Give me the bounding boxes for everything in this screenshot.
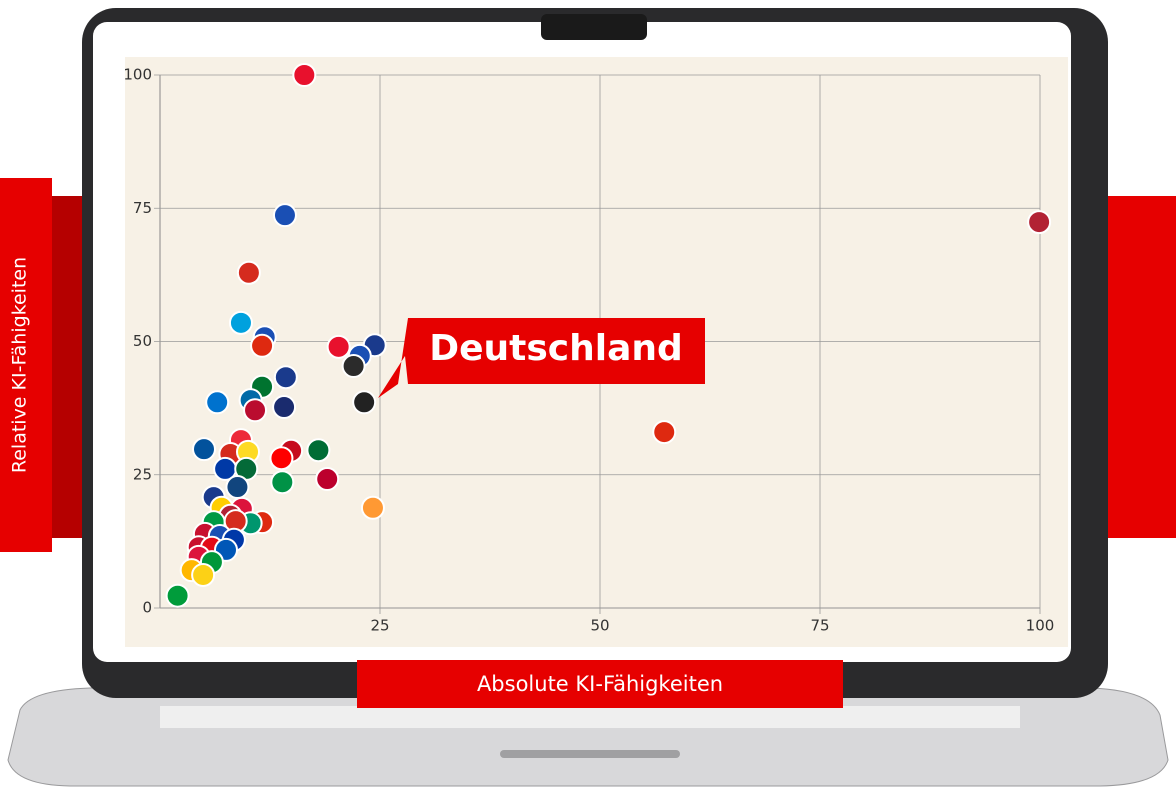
y-tick-label: 100 <box>123 66 152 84</box>
point <box>165 583 190 608</box>
plot: 0 25 50 75 100 25 50 75 100 <box>123 66 1054 635</box>
marks <box>165 63 1052 608</box>
point <box>315 467 340 492</box>
point <box>360 495 385 520</box>
y-axis-label: Relative KI-Fähigkeiten <box>9 257 31 473</box>
x-label-box <box>357 660 843 708</box>
red-band-shadow <box>52 196 82 538</box>
y-tick-label: 75 <box>133 199 152 217</box>
x-axis-label: Absolute KI-Fähigkeiten <box>477 672 723 696</box>
x-tick-label: 50 <box>590 617 609 635</box>
y-tick-label: 25 <box>133 465 152 483</box>
point <box>270 470 295 495</box>
point <box>250 333 275 358</box>
point <box>272 395 297 420</box>
point <box>269 446 294 471</box>
annotation: Deutschland <box>429 328 683 369</box>
x-tick-label: 75 <box>810 617 829 635</box>
point <box>273 365 298 390</box>
x-tick-label: 100 <box>1026 617 1055 635</box>
point <box>341 354 366 379</box>
point <box>652 420 677 445</box>
point <box>1027 210 1052 235</box>
point <box>272 203 297 228</box>
red-band <box>1096 196 1176 538</box>
point <box>326 334 351 359</box>
point <box>352 390 377 415</box>
point <box>192 437 216 462</box>
point <box>205 390 230 415</box>
point <box>292 63 317 87</box>
keyboard <box>160 706 1020 728</box>
point <box>228 310 253 335</box>
y-tick-label: 50 <box>133 332 152 350</box>
point <box>191 562 216 587</box>
x-tick-label: 25 <box>370 617 389 635</box>
point <box>225 475 250 500</box>
trackpad-notch <box>500 750 680 758</box>
y-tick-label: 0 <box>142 599 152 617</box>
annotation-box <box>378 318 705 398</box>
point <box>236 260 261 285</box>
point <box>306 438 331 463</box>
camera-notch <box>541 14 647 40</box>
point <box>243 398 268 423</box>
red-band <box>0 178 52 552</box>
